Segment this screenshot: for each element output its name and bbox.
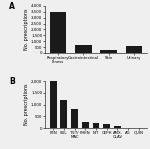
Bar <box>60 100 67 128</box>
Bar <box>50 12 66 53</box>
Y-axis label: No. prescriptions: No. prescriptions <box>24 84 29 125</box>
Text: A: A <box>9 2 15 11</box>
Bar <box>93 123 99 128</box>
Bar <box>82 122 89 128</box>
Y-axis label: No. prescriptions: No. prescriptions <box>24 9 29 50</box>
Text: B: B <box>9 77 15 86</box>
Bar <box>50 81 57 128</box>
Bar <box>100 50 117 53</box>
Bar <box>75 45 92 53</box>
Bar <box>71 109 78 128</box>
Bar <box>114 126 121 128</box>
Bar <box>126 46 142 53</box>
Bar <box>103 124 110 128</box>
